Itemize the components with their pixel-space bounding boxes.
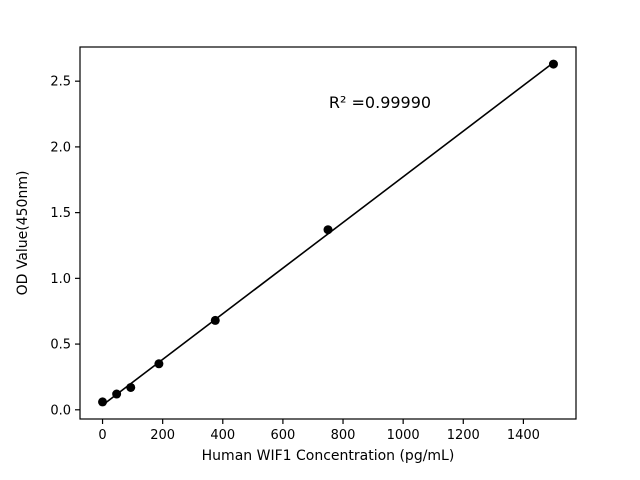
y-tick-label: 0.0 (50, 403, 71, 418)
data-point (210, 315, 220, 325)
data-point (548, 59, 558, 69)
x-axis-label: Human WIF1 Concentration (pg/mL) (202, 448, 455, 464)
plot-spines (79, 46, 577, 420)
data-point (112, 389, 122, 399)
x-tick-label: 1200 (447, 428, 480, 443)
data-point (323, 225, 333, 235)
y-tick-label: 1.0 (50, 272, 71, 287)
x-tick-label: 1400 (507, 428, 540, 443)
y-tick-label: 1.5 (50, 206, 71, 221)
data-point (98, 397, 108, 407)
y-tick-label: 2.5 (50, 75, 71, 90)
y-axis-label: OD Value(450nm) (15, 171, 31, 296)
y-tick-label: 0.5 (50, 338, 71, 353)
data-point (126, 382, 136, 392)
data-point (154, 359, 164, 369)
x-tick-label: 0 (98, 428, 106, 443)
x-tick-label: 400 (210, 428, 235, 443)
y-tick-label: 2.0 (50, 140, 71, 155)
x-tick-label: 200 (150, 428, 175, 443)
r-squared-annotation: R² =0.99990 (329, 93, 431, 112)
x-tick-label: 600 (270, 428, 295, 443)
x-tick-label: 800 (331, 428, 356, 443)
x-tick-label: 1000 (387, 428, 420, 443)
